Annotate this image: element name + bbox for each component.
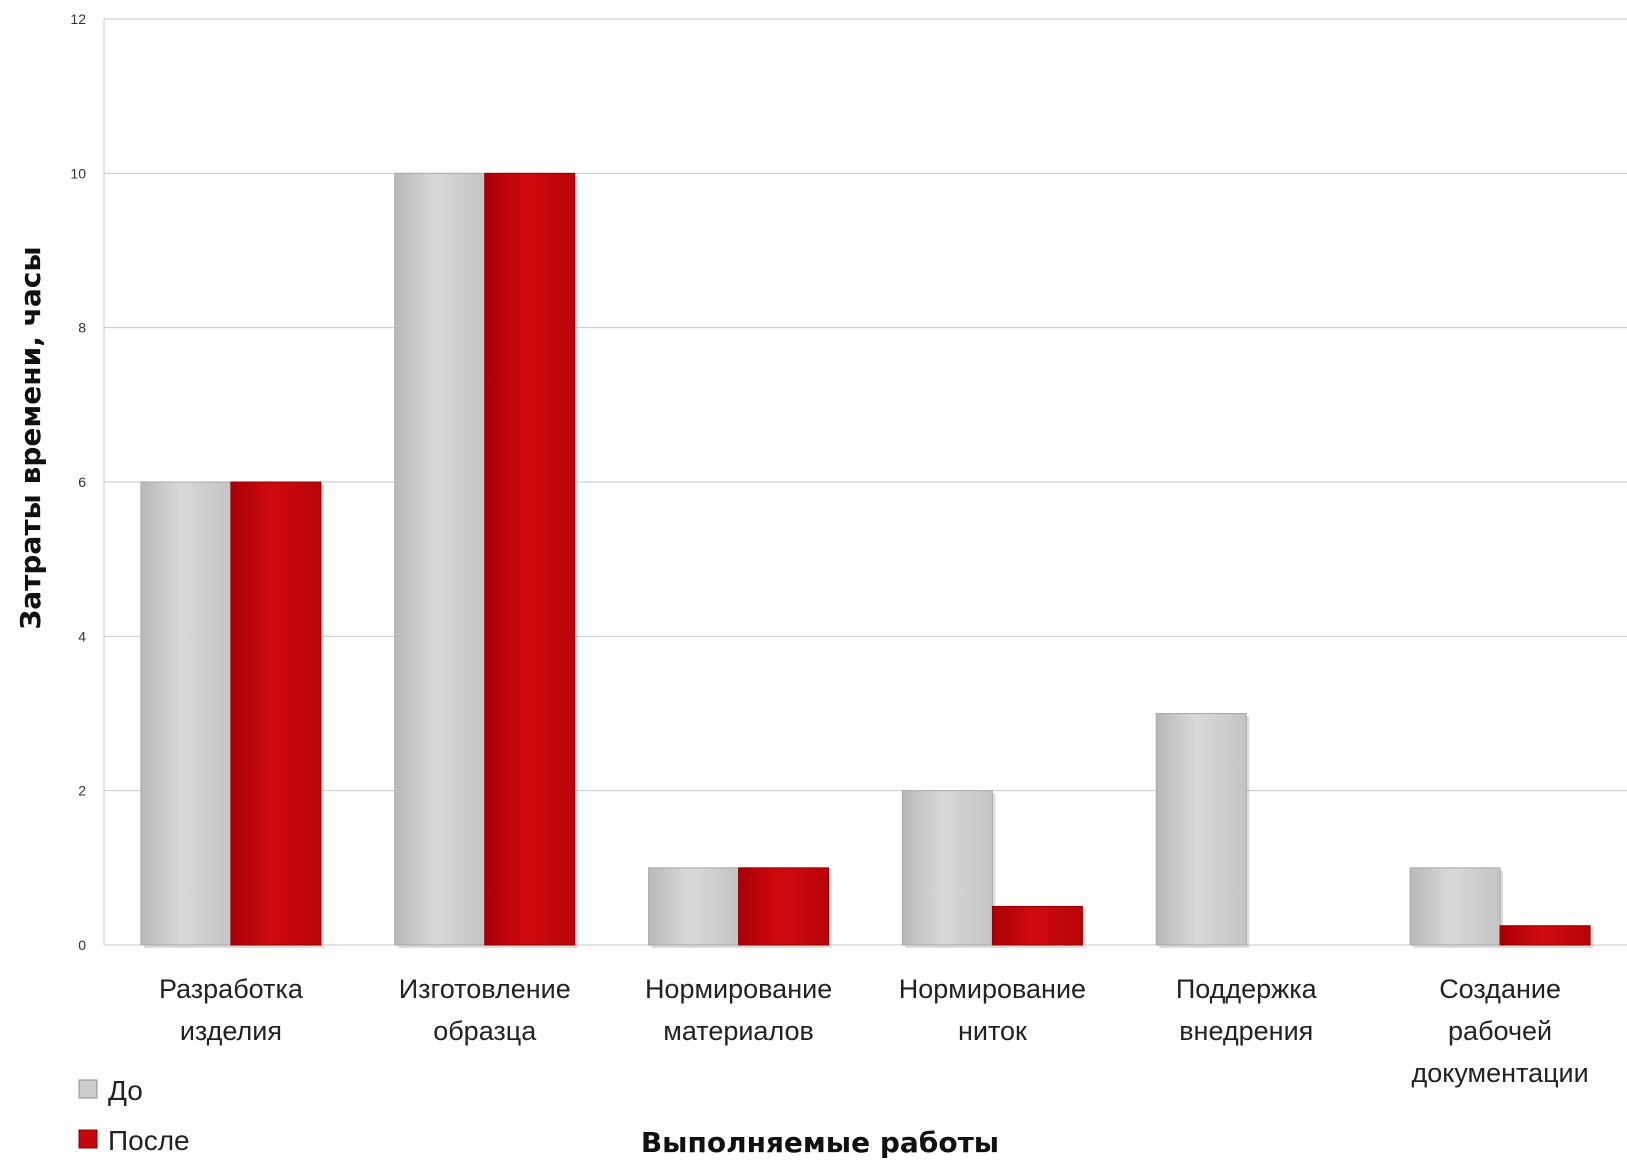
bar-posle-5 — [1499, 925, 1591, 946]
legend-label: После — [108, 1125, 190, 1156]
y-tick-label: 0 — [78, 937, 86, 953]
legend-label: До — [108, 1075, 143, 1106]
x-category-label: документации — [1411, 1058, 1588, 1088]
y-axis-ticks: 0 2 4 6 8 10 12 — [70, 11, 86, 953]
x-axis-title: Выполняемые работы — [641, 1126, 999, 1159]
x-category-label: Поддержка — [1176, 974, 1318, 1004]
x-category-label: Разработка — [159, 974, 304, 1004]
x-category-label: рабочей — [1448, 1016, 1552, 1046]
x-category-label: Изготовление — [399, 974, 571, 1004]
bar-do-2 — [648, 867, 740, 946]
bars — [140, 172, 1594, 949]
bar-posle-0 — [230, 481, 322, 946]
x-category-label: изделия — [180, 1016, 282, 1046]
bar-do-1 — [394, 172, 486, 946]
bar-do-4 — [1155, 713, 1247, 946]
legend-swatch — [78, 1129, 98, 1149]
x-category-label: материалов — [663, 1016, 814, 1046]
x-category-label: Создание — [1439, 974, 1561, 1004]
bar-posle-2 — [738, 867, 830, 946]
x-axis-categories: Разработка изделия Изготовление образца Норм… — [159, 974, 1589, 1088]
y-tick-label: 10 — [70, 165, 86, 181]
y-tick-label: 2 — [78, 783, 86, 799]
x-category-label: внедрения — [1179, 1016, 1313, 1046]
x-category-label: ниток — [958, 1016, 1027, 1046]
y-tick-label: 12 — [70, 11, 86, 27]
bar-posle-3 — [991, 905, 1083, 946]
legend-swatch — [78, 1079, 98, 1099]
x-category-label: Нормирование — [899, 974, 1086, 1004]
legend: До После — [78, 1075, 190, 1156]
x-category-label: Нормирование — [645, 974, 832, 1004]
y-axis-title: Затраты времени, часы — [14, 246, 47, 629]
y-tick-label: 8 — [78, 320, 86, 336]
bar-do-5 — [1409, 867, 1501, 946]
bar-do-3 — [901, 790, 993, 946]
bar-do-0 — [140, 481, 232, 946]
bar-posle-1 — [484, 172, 576, 946]
x-category-label: образца — [433, 1016, 537, 1046]
y-tick-label: 6 — [78, 474, 86, 490]
y-tick-label: 4 — [78, 628, 86, 644]
gridlines — [103, 18, 1627, 946]
